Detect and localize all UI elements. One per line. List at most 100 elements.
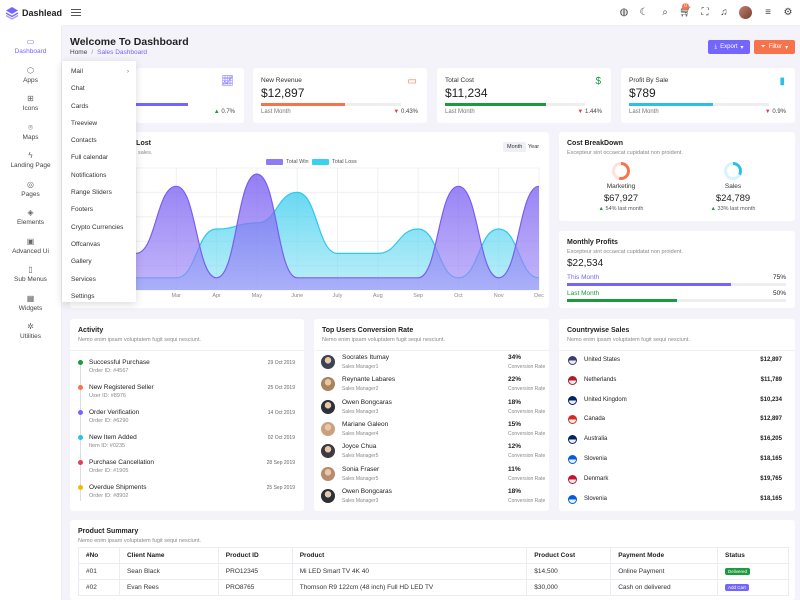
user-conversion-percent: 12% <box>508 443 522 451</box>
sidebar-item-label: Dashboard <box>14 48 47 56</box>
sidebar-item-apps[interactable]: ⬡ Apps <box>0 61 61 90</box>
dropdown-item-services[interactable]: Services <box>71 275 96 283</box>
user-conversion-percent: 15% <box>508 420 522 428</box>
legend-swatch <box>266 159 283 165</box>
sidebar-item-pages[interactable]: ◎ Pages <box>0 175 61 204</box>
monthly-profits-value: $22,534 <box>567 258 604 269</box>
cost-item-label: Sales <box>724 183 742 190</box>
sidebar-item-advanced-ui[interactable]: ▣ Advanced Ui <box>0 232 61 261</box>
profit-row-percent: 50% <box>772 290 786 297</box>
breadcrumb-home[interactable]: Home <box>70 49 88 56</box>
sidebar-item-sub-menus[interactable]: ▯ Sub Menus <box>0 260 61 289</box>
chevron-right-icon: › <box>126 68 129 75</box>
profit-progress-bar <box>567 283 786 286</box>
conversion-rate-label: Conversion Rate <box>508 497 546 504</box>
column-header: Product <box>291 547 528 564</box>
dropdown-item-mail[interactable]: Mail › <box>62 63 136 80</box>
country-name: Denmark <box>584 475 609 482</box>
sidebar-item-landing-page[interactable]: ϟ Landing Page <box>0 146 61 175</box>
cell-cost: $14,500 <box>526 563 612 580</box>
dropdown-item-range-sliders[interactable]: Range Sliders <box>71 189 112 197</box>
divider <box>70 350 304 351</box>
column-header: Payment Mode <box>610 547 719 564</box>
us-flag-icon <box>568 356 577 365</box>
tab-month[interactable]: Month <box>503 142 527 152</box>
moon-icon[interactable]: ☾ <box>639 7 649 18</box>
x-tick-label: Aug <box>372 293 383 299</box>
sidebar-item-elements[interactable]: ◈ Elements <box>0 203 61 232</box>
cell-mode: Cash on delivered <box>610 579 719 596</box>
cart-icon[interactable]: 🛒︎ <box>679 7 692 18</box>
tab-year[interactable]: Year <box>528 144 540 150</box>
table-header-row: #No Client Name Product ID Product Product C… <box>78 547 789 564</box>
dropdown-item-contacts[interactable]: Contacts <box>71 137 97 145</box>
signal-icon: ▮ <box>779 76 785 87</box>
activity-sub: Order ID: #4567 <box>89 368 129 374</box>
cost-item-value: $24,789 <box>715 193 751 204</box>
stat-value: $12,897 <box>261 86 305 100</box>
search-icon[interactable]: ⌕ <box>662 7 668 18</box>
user-avatar <box>321 399 335 414</box>
dropdown-item-treeview[interactable]: Treeview <box>71 119 98 127</box>
grid-icon: ⊞ <box>27 94 34 104</box>
user-avatar <box>321 355 335 369</box>
sidebar-item-icons[interactable]: ⊞ Icons <box>0 89 61 118</box>
x-tick-label: Oct <box>454 293 463 299</box>
stat-percent: 1.44% <box>584 109 602 115</box>
activity-sub: Order ID: #8902 <box>89 493 129 499</box>
avatar[interactable] <box>739 6 752 19</box>
dropdown-item-crypto-currencies[interactable]: Crypto Currencies <box>71 223 124 231</box>
nl-flag-icon <box>568 375 577 385</box>
arrow-down-icon: ▼ <box>393 109 400 115</box>
cost-item-percent-text: 33% last month <box>717 206 756 212</box>
export-button[interactable]: ⤓ Export ▾ <box>708 40 750 54</box>
user-conversion-percent: 11% <box>508 465 521 473</box>
country-name: Slovenia <box>584 456 608 462</box>
breadcrumb-current: Sales Dashboard <box>97 49 148 56</box>
chart-title: in/Lost <box>128 140 151 147</box>
dropdown-item-chat[interactable]: Chat <box>71 85 85 93</box>
user-name: Owen Bongcaras <box>342 398 392 406</box>
chart-icon: 📈︎ <box>221 76 234 87</box>
globe-icon[interactable]: ◍ <box>619 7 629 18</box>
gear-icon[interactable]: ⚙ <box>783 7 793 18</box>
dropdown-item-settings[interactable]: Settings <box>71 292 95 300</box>
dropdown-item-full-calendar[interactable]: Full calendar <box>71 154 109 162</box>
dropdown-item-gallery[interactable]: Gallery <box>71 258 92 266</box>
arrow-down-icon: ▼ <box>764 109 771 115</box>
bell-icon[interactable]: ♫ <box>720 7 728 18</box>
user-role: Sales Manager5 <box>342 453 379 460</box>
country-value: $18,165 <box>760 495 782 502</box>
column-header: Client Name <box>118 547 219 564</box>
user-conversion-percent: 34% <box>508 354 522 361</box>
status-badge: Add Cart <box>725 584 749 591</box>
profit-row-label: Last Month <box>567 290 600 297</box>
activity-title: Overdue Shipments <box>89 484 147 491</box>
brand-logo[interactable]: Dashlead <box>0 0 62 26</box>
stat-card: Total Cost $11,234 Last Month ▼ 1.44% $ <box>437 68 611 123</box>
list-icon[interactable]: ≡ <box>765 7 771 18</box>
divider <box>314 350 549 351</box>
sidebar-item-utilities[interactable]: ✲ Utilities <box>0 317 61 346</box>
dropdown-item-cards[interactable]: Cards <box>71 102 89 110</box>
activity-title: New Item Added <box>89 434 137 441</box>
top-users-subtitle: Nemo enim ipsam voluptatem fugit sequi n… <box>322 337 445 343</box>
smartphone-icon: ▯ <box>28 265 33 275</box>
download-icon: ⤓ <box>714 43 718 50</box>
menu-icon[interactable] <box>71 9 81 16</box>
top-users-card: Top Users Conversion Rate Nemo enim ipsa… <box>314 319 549 511</box>
au-flag-icon <box>568 435 577 445</box>
column-header: #No <box>78 547 120 564</box>
dropdown-item-offcanvas[interactable]: Offcanvas <box>71 240 101 248</box>
filter-button[interactable]: ⏷ Filter ▾ <box>754 40 795 54</box>
sidebar: ▭ Dashboard ⬡ Apps ⊞ Icons ⌾ Maps ϟ Landing Page ◎… <box>0 26 62 600</box>
sidebar-item-maps[interactable]: ⌾ Maps <box>0 118 61 147</box>
dropdown-item-footers[interactable]: Footers <box>71 206 94 214</box>
sidebar-item-widgets[interactable]: ▦ Widgets <box>0 289 61 318</box>
sidebar-item-dashboard[interactable]: ▭ Dashboard <box>0 32 61 61</box>
user-role: Sales Manager1 <box>342 364 379 370</box>
cash-icon: ▭ <box>407 76 417 87</box>
dropdown-item-notifications[interactable]: Notifications <box>71 171 107 179</box>
fullscreen-icon[interactable]: ⛶ <box>701 7 709 18</box>
arrow-up-icon: ▲ <box>213 109 220 115</box>
